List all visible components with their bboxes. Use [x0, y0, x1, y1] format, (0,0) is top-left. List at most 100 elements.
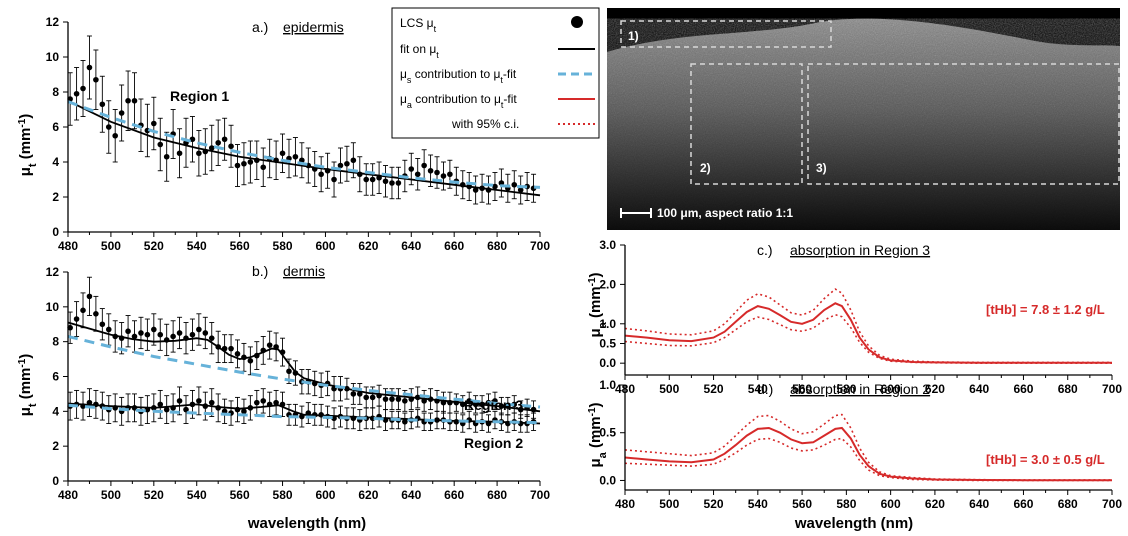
panel-b-data-point: [183, 406, 189, 413]
panel-a-fit-line: [67, 99, 541, 197]
panel-d-xtick-label: 540: [748, 497, 768, 511]
panel-a-xtick-label: 640: [401, 239, 421, 253]
panel-b-data-point: [144, 331, 151, 338]
panel-b-data-point: [67, 324, 73, 331]
panel-b-xtick-label: 500: [101, 488, 121, 502]
panel-a-data-point: [421, 162, 427, 169]
panel-a-data-point: [228, 143, 234, 150]
panel-b-data-point: [247, 358, 254, 364]
panel-a-data-point: [331, 176, 337, 183]
panel-d-absorption-region-2: 480 500 520 540 560 580 600 620 640 660 680 700 0.0 0…: [587, 378, 1123, 532]
panel-b-data-point: [363, 394, 370, 401]
panel-b-xtick-label: 700: [530, 488, 550, 502]
panel-b-data-point: [176, 330, 183, 336]
panel-d-xtick-label: 480: [615, 497, 635, 511]
panel-b-data-point: [189, 331, 196, 338]
panel-b-ytick-label: 0: [52, 474, 59, 488]
panel-d-xtick-label: 560: [792, 497, 812, 511]
panel-c-ytick-label: 3.0: [599, 238, 616, 252]
panel-b-data-point: [350, 391, 357, 397]
panel-b-xtick-label: 560: [230, 488, 250, 502]
panel-a-data-point: [350, 157, 357, 164]
panel-c-xtick-label: 600: [881, 382, 901, 396]
panel-a-title-prefix: a.): [252, 19, 268, 35]
panel-b-xtick-label: 520: [144, 488, 164, 502]
panel-d-axes: 480 500 520 540 560 580 600 620 640 660 680 700 0.0 0…: [599, 378, 1122, 511]
panel-b-xtick-label: 660: [444, 488, 464, 502]
oct-top-band: [607, 8, 1120, 18]
panel-a-data-point: [369, 176, 376, 183]
panel-a-data-point: [408, 166, 415, 172]
panel-a-data-point: [363, 176, 370, 183]
panel-d-data: [624, 413, 1112, 482]
panel-a-ytick-label: 2: [52, 190, 59, 204]
panel-c-axes: 480 500 520 540 560 580 600 620 640 660 680 7000.01…: [599, 238, 1122, 396]
panel-b-ytick-label: 4: [52, 404, 59, 418]
region-2-label: Region 2: [464, 435, 523, 451]
oct-depth-shade: [607, 8, 1120, 230]
panel-a-data-point: [99, 101, 106, 108]
panel-b-xtick-label: 480: [58, 488, 78, 502]
panel-b-data-point: [389, 396, 395, 402]
panel-c-xtick-label: 500: [659, 382, 679, 396]
panel-a-data-point: [318, 171, 324, 178]
legend-label-mus: μs contribution to μt-fit: [400, 67, 517, 85]
panel-b-data-point: [286, 368, 292, 375]
panel-c-thb-label: [tHb] = 7.8 ± 1.2 g/L: [986, 302, 1105, 317]
panel-b-dermis: 480 500 520 540 560 580 600 620 640 660 680 700 0 2 4 6…: [17, 263, 551, 532]
panel-b-data-point: [266, 342, 273, 348]
panel-c-xtick-label: 640: [969, 382, 989, 396]
panel-b-xtick-label: 680: [487, 488, 507, 502]
panel-a-data-point: [176, 150, 183, 157]
panel-b-data-point: [176, 398, 183, 404]
panel-c-xtick-label: 580: [836, 382, 856, 396]
panel-a-data-point: [118, 110, 125, 116]
panel-a-data-point: [395, 180, 402, 186]
panel-a-data-point: [440, 173, 447, 179]
legend-label-ci: with 95% c.i.: [451, 117, 519, 131]
panel-b-data-point: [170, 333, 176, 340]
panel-b-fit-line: [67, 321, 541, 413]
panel-b-data-point: [402, 418, 408, 425]
panel-d-thb-label: [tHb] = 3.0 ± 0.5 g/L: [986, 452, 1105, 467]
panel-b-data-point: [382, 396, 389, 402]
panel-b-data-point: [99, 321, 106, 328]
panel-a-xtick-label: 540: [187, 239, 207, 253]
panel-a-data-point: [196, 150, 202, 157]
panel-a-data-point: [344, 160, 350, 167]
panel-a-ytick-label: 4: [52, 155, 59, 169]
panel-c-ytick-label: 0.5: [599, 336, 616, 350]
panel-c-ytick-label: 1.0: [599, 317, 616, 331]
panel-b-data-point: [234, 351, 241, 357]
panel-a-data-point: [427, 167, 434, 174]
panel-b-data-point: [208, 335, 215, 341]
panel-a-ytick-label: 8: [52, 85, 59, 99]
panel-b-data-point: [125, 328, 131, 335]
panel-d-xtick-label: 700: [1102, 497, 1122, 511]
panel-a-ytick-label: 12: [46, 15, 60, 29]
panel-b-xtick-label: 540: [187, 488, 207, 502]
panel-a-data-point: [434, 169, 440, 176]
legend-label-mua: μa contribution to μt-fit: [400, 92, 517, 110]
panel-a-data-point: [73, 90, 80, 97]
panel-a-data-point: [472, 187, 479, 193]
panel-b-data-point: [356, 391, 363, 397]
panel-b-mus-line: [67, 334, 541, 409]
panel-d-ytick-label: 1.0: [599, 378, 616, 392]
panel-b-data-point: [241, 408, 247, 415]
panel-d-ytick-label: 0.5: [599, 426, 616, 440]
panel-a-data-point: [93, 76, 99, 83]
panel-a-xtick-label: 600: [315, 239, 335, 253]
panel-a-data-point: [337, 162, 344, 169]
panel-b-data-point: [138, 330, 144, 336]
panel-b-data-point: [273, 399, 279, 406]
region-3-label: Region 3: [464, 397, 523, 413]
panel-a-xtick-label: 480: [58, 239, 78, 253]
panel-d-title: absorption in Region 2: [790, 381, 930, 397]
panel-a-data-point: [247, 159, 254, 165]
panel-b-xtick-label: 600: [315, 488, 335, 502]
panel-b-data-point: [253, 399, 260, 406]
panel-c-ylabel: μa (mm-1): [587, 272, 610, 337]
panel-a-data-point: [241, 160, 247, 167]
panel-d-xtick-label: 580: [836, 497, 856, 511]
